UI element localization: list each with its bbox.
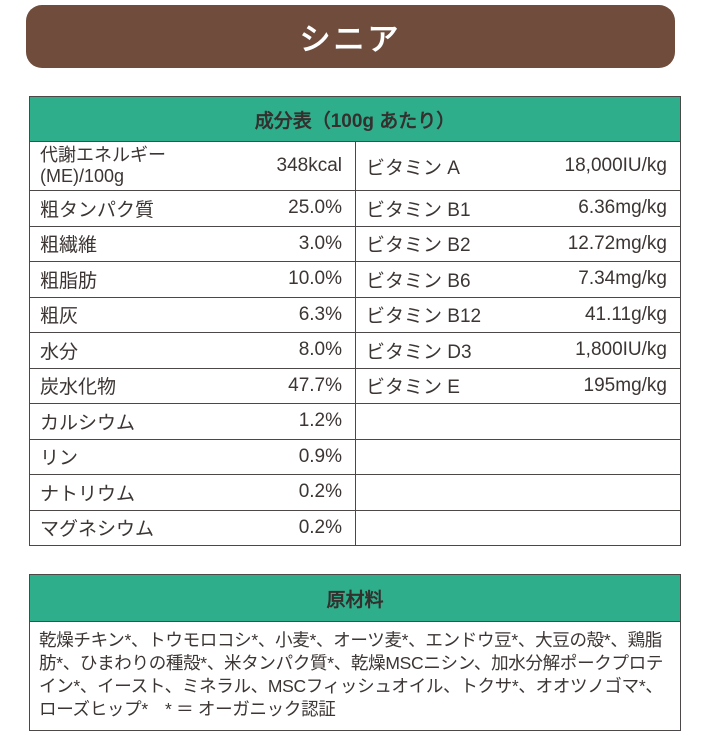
nutrient-label: 水分: [40, 341, 79, 363]
composition-columns: 代謝エネルギー (ME)/100g 348kcal 粗タンパク質 25.0% 粗繊…: [30, 142, 680, 545]
composition-left-column: 代謝エネルギー (ME)/100g 348kcal 粗タンパク質 25.0% 粗繊…: [30, 142, 355, 545]
table-row: 炭水化物 47.7%: [30, 367, 355, 404]
composition-right-column: ビタミン A 18,000IU/kg ビタミン B1 6.36mg/kg ビタミ…: [355, 142, 680, 545]
nutrient-label: ビタミン E: [366, 377, 460, 399]
table-row: ビタミン B12 41.11g/kg: [356, 296, 680, 333]
nutrient-value: 195mg/kg: [583, 374, 667, 396]
table-row: ビタミン B6 7.34mg/kg: [356, 261, 680, 297]
nutrient-label: カルシウム: [40, 412, 136, 434]
table-row: ナトリウム 0.2%: [30, 474, 355, 510]
nutrient-value: 7.34mg/kg: [578, 268, 667, 290]
nutrient-label-line2: (ME)/100g: [40, 166, 125, 186]
composition-table-header: 成分表（100g あたり）: [30, 97, 680, 142]
nutrient-label: ビタミン B6: [366, 270, 471, 292]
nutrient-value: 12.72mg/kg: [567, 232, 667, 254]
nutrient-value: 10.0%: [288, 268, 342, 290]
table-row: 粗繊維 3.0%: [30, 225, 355, 262]
table-row-empty: [356, 403, 680, 439]
nutrient-label: ビタミン D3: [366, 341, 472, 363]
table-row: マグネシウム 0.2%: [30, 509, 355, 546]
table-row: ビタミン E 195mg/kg: [356, 367, 680, 404]
table-row: 粗灰 6.3%: [30, 296, 355, 333]
nutrient-label: ナトリウム: [40, 483, 136, 505]
ingredients-title: 原材料: [326, 589, 384, 611]
nutrient-value: 1,800IU/kg: [575, 339, 667, 361]
nutrient-value: 0.2%: [298, 516, 342, 538]
product-line-banner: シニア: [26, 5, 675, 68]
table-row: 代謝エネルギー (ME)/100g 348kcal: [30, 142, 355, 190]
nutrient-label: 粗脂肪: [40, 270, 98, 292]
nutrient-label: 粗灰: [40, 306, 79, 328]
table-row-empty: [356, 474, 680, 510]
nutrient-label: ビタミン B1: [366, 199, 471, 221]
nutrient-value: 0.2%: [298, 481, 342, 503]
ingredients-text: 乾燥チキン*、トウモロコシ*、小麦*、オーツ麦*、エンドウ豆*、大豆の殻*、鶏脂…: [39, 630, 664, 719]
nutrient-value: 6.3%: [298, 303, 342, 325]
nutrient-label: 粗繊維: [40, 235, 98, 257]
nutrient-label: 代謝エネルギー (ME)/100g: [40, 145, 166, 187]
table-row: カルシウム 1.2%: [30, 403, 355, 439]
ingredients-header: 原材料: [30, 575, 680, 622]
table-row: リン 0.9%: [30, 438, 355, 475]
composition-table: 成分表（100g あたり） 代謝エネルギー (ME)/100g 348kcal 粗…: [29, 96, 681, 546]
ingredients-section: 原材料 乾燥チキン*、トウモロコシ*、小麦*、オーツ麦*、エンドウ豆*、大豆の殻…: [29, 574, 681, 731]
nutrient-value: 8.0%: [298, 339, 342, 361]
nutrient-value: 18,000IU/kg: [564, 155, 667, 176]
table-row: ビタミン D3 1,800IU/kg: [356, 332, 680, 368]
table-row: 粗タンパク質 25.0%: [30, 190, 355, 226]
nutrient-label: ビタミン B2: [366, 235, 471, 257]
table-row-empty: [356, 509, 680, 546]
nutrient-value: 0.9%: [298, 445, 342, 467]
nutrient-label: 粗タンパク質: [40, 199, 155, 221]
nutrient-label: 炭水化物: [40, 377, 117, 399]
nutrient-label: ビタミン B12: [366, 306, 482, 328]
nutrient-value: 47.7%: [288, 374, 342, 396]
nutrient-value: 348kcal: [276, 155, 343, 176]
table-row-empty: [356, 438, 680, 475]
nutrient-label-line1: 代謝エネルギー: [40, 145, 166, 165]
nutrient-value: 6.36mg/kg: [578, 197, 667, 219]
nutrient-label: マグネシウム: [40, 519, 155, 541]
table-row: 粗脂肪 10.0%: [30, 261, 355, 297]
table-row: 水分 8.0%: [30, 332, 355, 368]
nutrient-value: 25.0%: [288, 197, 342, 219]
nutrient-value: 1.2%: [298, 410, 342, 432]
composition-table-title: 成分表（100g あたり）: [254, 110, 456, 132]
table-row: ビタミン A 18,000IU/kg: [356, 142, 680, 190]
nutrient-value: 41.11g/kg: [584, 303, 667, 325]
nutrient-value: 3.0%: [298, 232, 342, 254]
table-row: ビタミン B1 6.36mg/kg: [356, 190, 680, 226]
nutrient-label: リン: [40, 448, 79, 470]
nutrient-label: ビタミン A: [366, 157, 460, 179]
table-row: ビタミン B2 12.72mg/kg: [356, 225, 680, 262]
product-line-title: シニア: [299, 22, 402, 57]
